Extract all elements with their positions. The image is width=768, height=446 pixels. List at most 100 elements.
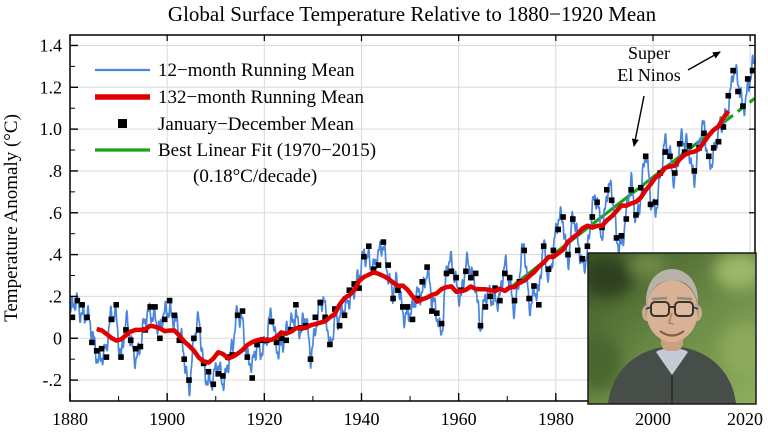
- annual-mean-square: [409, 316, 416, 323]
- annual-mean-square: [628, 187, 634, 193]
- annual-mean-square: [89, 339, 95, 346]
- annual-mean-square: [531, 283, 537, 289]
- annual-mean-square: [740, 103, 746, 109]
- annual-mean-square: [283, 337, 289, 344]
- annual-mean-square: [720, 124, 727, 130]
- annual-mean-square: [710, 145, 717, 151]
- annual-mean-square: [404, 304, 411, 310]
- annual-mean-square: [171, 312, 178, 319]
- annual-mean-square: [506, 274, 513, 281]
- plot-border: [69, 34, 756, 402]
- annual-mean-square: [103, 354, 110, 360]
- annual-mean-square: [312, 314, 319, 321]
- legend: 12−month Running Mean 132−month Running …: [95, 60, 376, 187]
- annual-mean-square: [244, 354, 251, 360]
- annual-mean-square: [84, 314, 90, 321]
- annual-mean-square: [662, 149, 668, 155]
- annual-mean-square: [370, 266, 377, 272]
- annual-mean-square: [351, 281, 357, 287]
- annual-mean-square: [234, 312, 241, 319]
- annual-mean-square: [278, 335, 285, 342]
- annual-mean-square: [161, 316, 168, 323]
- annual-mean-square: [380, 239, 387, 245]
- annual-mean-square: [502, 270, 508, 277]
- legend-label-132-month: 132−month Running Mean: [158, 87, 364, 108]
- annual-mean-square: [400, 304, 406, 310]
- annual-mean-square: [725, 92, 732, 99]
- annual-mean-square: [497, 297, 503, 304]
- annual-mean-square: [293, 302, 299, 308]
- annual-mean-square: [560, 214, 566, 220]
- annual-mean-square: [157, 335, 163, 342]
- annual-mean-square: [195, 327, 202, 333]
- annual-mean-square: [127, 337, 134, 344]
- annual-mean-square: [239, 308, 246, 314]
- annual-mean-square: [608, 197, 615, 203]
- y-tick-label: .4: [49, 245, 63, 265]
- annual-mean-square: [273, 339, 280, 346]
- annual-mean-square: [113, 302, 119, 308]
- annual-mean-square: [613, 235, 620, 241]
- annual-mean-square: [434, 310, 440, 316]
- x-tick-label: 1940: [343, 409, 379, 429]
- annual-mean-square: [448, 268, 455, 275]
- annual-mean-square: [152, 304, 158, 310]
- annual-mean-square: [730, 67, 736, 74]
- y-tick-label: 1.0: [40, 119, 63, 139]
- annual-mean-square: [443, 270, 450, 277]
- annual-mean-square: [589, 214, 596, 220]
- y-tick-label: .8: [49, 161, 63, 181]
- annual-mean-square: [672, 170, 678, 176]
- annual-mean-square: [633, 212, 639, 218]
- annual-mean-square: [574, 247, 581, 254]
- annual-mean-square: [463, 268, 469, 275]
- x-tick-label: 1980: [538, 409, 574, 429]
- annual-mean-square: [706, 153, 712, 160]
- annual-mean-square: [701, 130, 707, 137]
- annual-mean-square: [749, 67, 756, 74]
- annual-mean-square: [526, 295, 532, 302]
- annual-mean-square: [429, 308, 435, 314]
- annual-mean-square: [623, 216, 630, 222]
- x-tick-label: 1880: [52, 409, 88, 429]
- linear-fit-dashed-extension: [724, 97, 756, 123]
- arrow-to-2016-peak: [687, 51, 721, 71]
- annual-mean-square: [681, 149, 688, 155]
- annual-mean-square: [317, 299, 323, 306]
- annual-mean-square: [361, 253, 367, 260]
- annual-mean-square: [555, 226, 561, 233]
- annual-mean-square: [584, 243, 591, 249]
- annual-mean-square: [487, 293, 493, 300]
- annual-mean-square: [346, 287, 353, 293]
- annual-mean-square: [540, 243, 547, 249]
- axis-ticks: 1880 1900 1920 1940 1960 1980 2000 2020 -.2 0 .2 .4…: [40, 35, 763, 429]
- annual-mean-square: [186, 377, 192, 383]
- annual-mean-square: [341, 312, 348, 319]
- annual-mean-square: [642, 153, 649, 160]
- annual-mean-square: [453, 274, 459, 281]
- annual-mean-square: [468, 274, 474, 281]
- annual-mean-square: [647, 201, 654, 208]
- y-tick-label: -.2: [43, 370, 63, 390]
- annotation-super-el-ninos: Super El Ninos: [617, 43, 721, 147]
- annual-mean-square: [98, 345, 105, 352]
- x-tick-label: 2000: [635, 409, 671, 429]
- annual-mean-square: [254, 341, 260, 348]
- y-axis-label: Temperature Anomaly (°C): [1, 114, 22, 322]
- annual-mean-square: [667, 153, 673, 160]
- annual-mean-square: [327, 341, 333, 348]
- legend-note-rate: (0.18°C/decade): [193, 166, 317, 187]
- annual-mean-square: [181, 356, 187, 362]
- annual-mean-square: [176, 337, 183, 344]
- annual-mean-square: [366, 243, 372, 249]
- annual-mean-square: [249, 375, 255, 381]
- annual-mean-square: [511, 297, 518, 304]
- inset-portrait-photo: [587, 252, 757, 405]
- annual-mean-square: [472, 270, 479, 277]
- annual-mean-square: [735, 88, 741, 95]
- annual-mean-square: [618, 233, 625, 239]
- legend-swatch-annual-mean: [118, 119, 127, 128]
- annual-mean-square: [594, 199, 600, 206]
